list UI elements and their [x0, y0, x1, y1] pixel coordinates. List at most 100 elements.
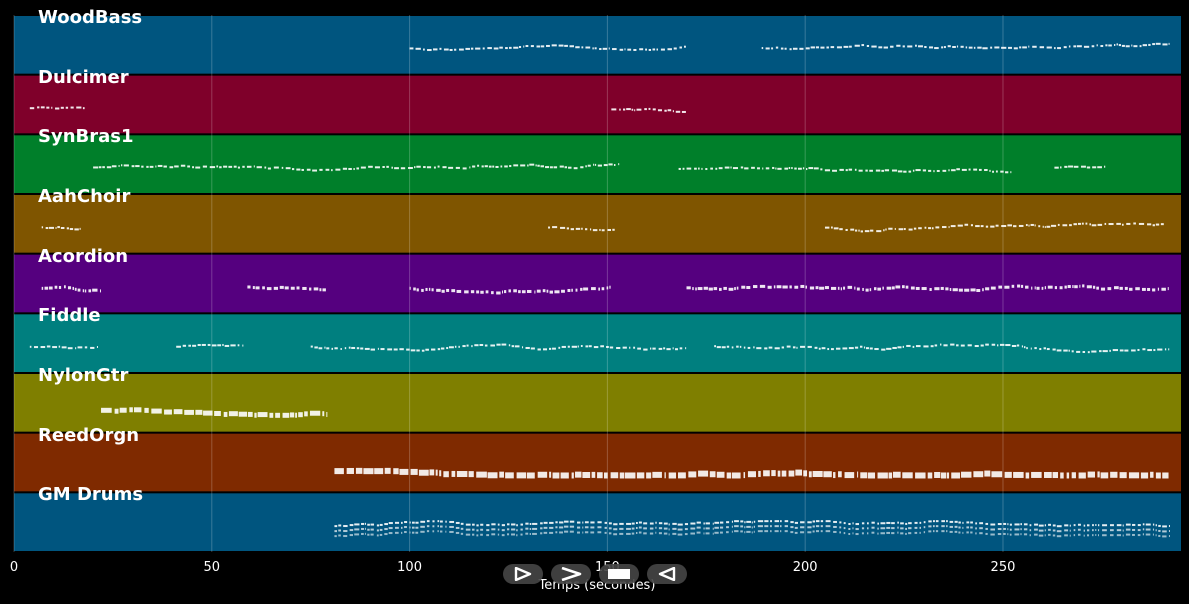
note-mark — [1124, 286, 1128, 290]
note-mark — [322, 288, 326, 292]
fast-forward-button[interactable] — [551, 564, 591, 584]
note-mark — [827, 348, 830, 351]
note-mark — [928, 520, 932, 523]
note-mark — [1028, 224, 1030, 227]
note-mark — [388, 532, 393, 535]
note-mark — [465, 528, 471, 531]
note-mark — [470, 290, 475, 294]
note-mark — [1167, 287, 1169, 291]
note-mark — [509, 46, 512, 49]
note-mark — [534, 290, 536, 294]
note-mark — [833, 525, 837, 528]
note-mark — [1056, 525, 1062, 528]
note-mark — [698, 470, 709, 477]
note-mark — [757, 167, 760, 170]
note-mark — [714, 531, 719, 534]
note-mark — [688, 471, 697, 478]
note-mark — [1157, 348, 1163, 351]
note-mark — [273, 286, 279, 290]
rewind-button[interactable] — [647, 564, 687, 584]
note-mark — [848, 168, 853, 171]
note-mark — [549, 166, 553, 169]
note-mark — [1162, 530, 1167, 533]
note-mark — [820, 520, 824, 523]
note-mark — [800, 345, 806, 348]
note-mark — [979, 522, 984, 525]
note-mark — [997, 528, 1002, 531]
note-mark — [298, 412, 303, 418]
note-mark — [331, 169, 333, 172]
note-mark — [968, 46, 973, 49]
note-mark — [513, 289, 517, 293]
note-mark — [732, 167, 738, 170]
note-mark — [368, 165, 373, 168]
note-mark — [1162, 525, 1167, 528]
note-mark — [807, 531, 812, 534]
note-mark — [759, 284, 766, 288]
note-mark — [501, 343, 507, 346]
note-mark — [409, 286, 411, 290]
note-mark — [413, 287, 416, 291]
note-mark — [970, 526, 973, 529]
note-mark — [482, 47, 485, 50]
note-mark — [622, 346, 627, 349]
note-mark — [886, 531, 891, 534]
note-mark — [584, 531, 589, 534]
note-mark — [757, 520, 764, 523]
note-mark — [908, 527, 912, 530]
note-mark — [460, 522, 464, 525]
note-mark — [491, 523, 496, 526]
note-mark — [838, 471, 842, 478]
note-mark — [852, 527, 854, 530]
note-mark — [46, 106, 50, 109]
note-mark — [604, 521, 608, 524]
note-mark — [516, 524, 518, 527]
note-mark — [416, 349, 420, 352]
note-mark — [843, 522, 846, 525]
note-mark — [77, 346, 83, 349]
note-mark — [1014, 533, 1020, 536]
note-mark — [540, 527, 543, 530]
note-mark — [577, 345, 579, 348]
note-mark — [624, 48, 626, 51]
note-mark — [591, 471, 596, 478]
note-mark — [815, 530, 820, 533]
note-mark — [652, 48, 656, 51]
note-mark — [712, 522, 714, 525]
note-mark — [764, 530, 769, 533]
note-mark — [302, 286, 307, 290]
note-mark — [504, 290, 507, 294]
note-mark — [1119, 286, 1123, 290]
note-mark — [319, 168, 323, 171]
note-mark — [370, 523, 375, 526]
note-mark — [513, 46, 519, 49]
note-mark — [1102, 529, 1107, 532]
note-mark — [74, 287, 77, 291]
note-mark — [173, 409, 183, 415]
note-mark — [309, 410, 321, 416]
note-mark — [335, 168, 341, 171]
note-mark — [950, 225, 956, 228]
note-mark — [843, 532, 846, 535]
note-mark — [897, 531, 899, 534]
note-mark — [496, 291, 501, 295]
note-mark — [1034, 528, 1038, 531]
note-mark — [957, 224, 963, 227]
note-mark — [930, 345, 934, 348]
note-mark — [869, 169, 873, 172]
note-mark — [815, 286, 819, 290]
note-mark — [222, 343, 224, 346]
note-mark — [686, 167, 692, 170]
note-mark — [880, 527, 886, 530]
note-mark — [1069, 529, 1071, 532]
note-mark — [861, 527, 865, 530]
note-mark — [1020, 528, 1022, 531]
note-mark — [521, 346, 524, 349]
note-mark — [970, 288, 976, 292]
note-mark — [484, 165, 488, 168]
stop-button[interactable] — [599, 564, 639, 584]
play-button[interactable] — [503, 564, 543, 584]
note-mark — [678, 167, 681, 170]
note-mark — [927, 472, 933, 479]
note-mark — [1003, 532, 1006, 535]
